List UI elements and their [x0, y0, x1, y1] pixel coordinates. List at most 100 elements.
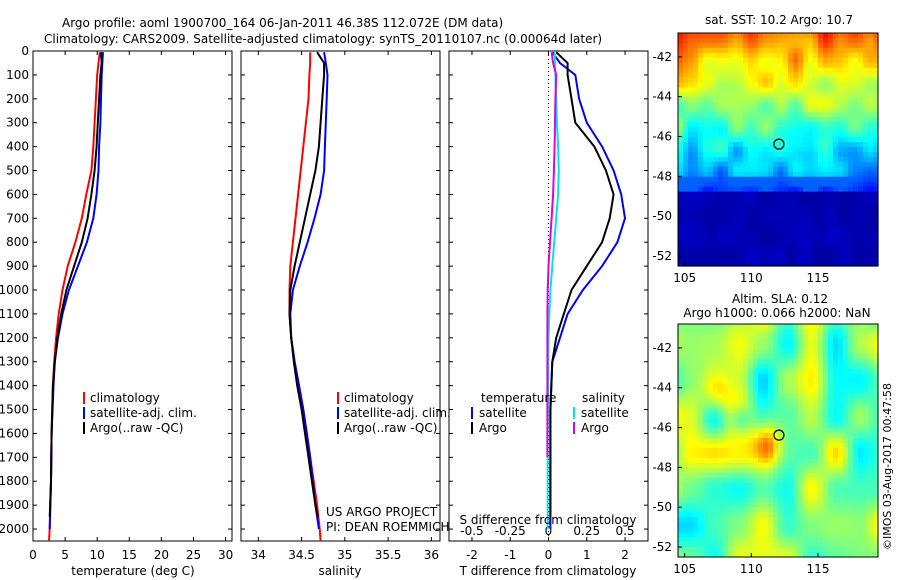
- map-cell: [733, 333, 739, 340]
- map-cell: [713, 433, 719, 439]
- map-cell: [818, 338, 824, 345]
- map-cell: [808, 368, 814, 375]
- map-cell: [798, 92, 804, 99]
- map-cell: [793, 211, 799, 218]
- map-cell: [793, 57, 799, 64]
- map-cell: [868, 383, 874, 390]
- map-cell: [858, 137, 864, 143]
- map-cell: [818, 333, 824, 340]
- map-cell: [693, 368, 699, 375]
- map-cell: [833, 457, 839, 464]
- map-cell: [678, 537, 684, 543]
- map-cell: [833, 477, 839, 484]
- map-cell: [748, 418, 754, 424]
- map-cell: [733, 522, 739, 528]
- map-cell: [728, 117, 734, 123]
- map-cell: [763, 408, 769, 414]
- map-cell: [843, 522, 849, 528]
- map-cell: [743, 161, 749, 168]
- map-cell: [733, 547, 739, 553]
- map-cell: [838, 62, 844, 69]
- map-cell: [848, 112, 854, 118]
- map-cell: [848, 403, 854, 409]
- map-cell: [803, 428, 809, 434]
- map-cell: [698, 226, 704, 232]
- map-cell: [683, 517, 689, 523]
- map-cell: [868, 147, 874, 153]
- map-cell: [753, 82, 759, 89]
- map-cell: [823, 33, 829, 39]
- map-cell: [688, 492, 694, 499]
- map-cell: [813, 147, 819, 153]
- map-cell: [763, 231, 769, 237]
- map-cell: [778, 328, 784, 335]
- map-cell: [708, 206, 714, 213]
- map-cell: [723, 487, 729, 494]
- map-cell: [848, 92, 854, 99]
- map-cell: [763, 117, 769, 123]
- map-cell: [858, 52, 864, 59]
- map-cell: [693, 537, 699, 543]
- map-cell: [693, 112, 699, 118]
- map-cell: [753, 517, 759, 523]
- map-cell: [773, 72, 779, 79]
- map-cell: [688, 82, 694, 89]
- map-cell: [738, 256, 744, 262]
- map-cell: [678, 467, 684, 474]
- map-cell: [863, 452, 869, 459]
- map-cell: [693, 77, 699, 84]
- map-cell: [783, 77, 789, 84]
- map-cell: [688, 142, 694, 148]
- map-cell: [823, 343, 829, 350]
- map-cell: [848, 527, 854, 533]
- map-cell: [708, 256, 714, 262]
- map-cell: [848, 226, 854, 232]
- map-cell: [718, 161, 724, 168]
- map-cell: [758, 338, 764, 345]
- y-tick-label: 1000: [0, 283, 29, 297]
- map-cell: [868, 527, 874, 533]
- map-cell: [698, 37, 704, 44]
- map-cell: [678, 37, 684, 44]
- map-cell: [713, 547, 719, 553]
- map-cell: [748, 527, 754, 533]
- map-cell: [703, 37, 709, 44]
- map-cell: [803, 467, 809, 474]
- map-cell: [803, 176, 809, 183]
- map-cell: [688, 67, 694, 74]
- map-cell: [788, 542, 794, 548]
- map-cell: [828, 261, 834, 267]
- sst-map: 105 110 115-42-44-46-48-50-52: [652, 33, 879, 285]
- map-cell: [808, 487, 814, 494]
- map-cell: [688, 256, 694, 262]
- map-cell: [703, 246, 709, 252]
- map-cell: [683, 151, 689, 158]
- map-cell: [678, 77, 684, 84]
- map-cell: [823, 552, 829, 558]
- map-cell: [718, 191, 724, 198]
- map-cell: [858, 353, 864, 360]
- map-cell: [763, 87, 769, 94]
- map-cell: [758, 517, 764, 523]
- map-cell: [778, 87, 784, 94]
- map-cell: [843, 171, 849, 178]
- map-cell: [713, 191, 719, 198]
- map-cell: [713, 246, 719, 252]
- map-cell: [798, 122, 804, 128]
- map-cell: [783, 423, 789, 429]
- map-cell: [683, 77, 689, 84]
- x-tick-label: 36: [424, 548, 439, 562]
- map-cell: [768, 398, 774, 404]
- map-cell: [873, 147, 879, 153]
- map-cell: [708, 107, 714, 113]
- map-cell: [733, 373, 739, 380]
- map-cell: [698, 33, 704, 39]
- map-cell: [758, 256, 764, 262]
- map-cell: [703, 338, 709, 345]
- map-cell: [738, 142, 744, 148]
- map-cell: [858, 343, 864, 350]
- map-cell: [838, 343, 844, 350]
- map-cell: [733, 532, 739, 538]
- map-cell: [868, 338, 874, 345]
